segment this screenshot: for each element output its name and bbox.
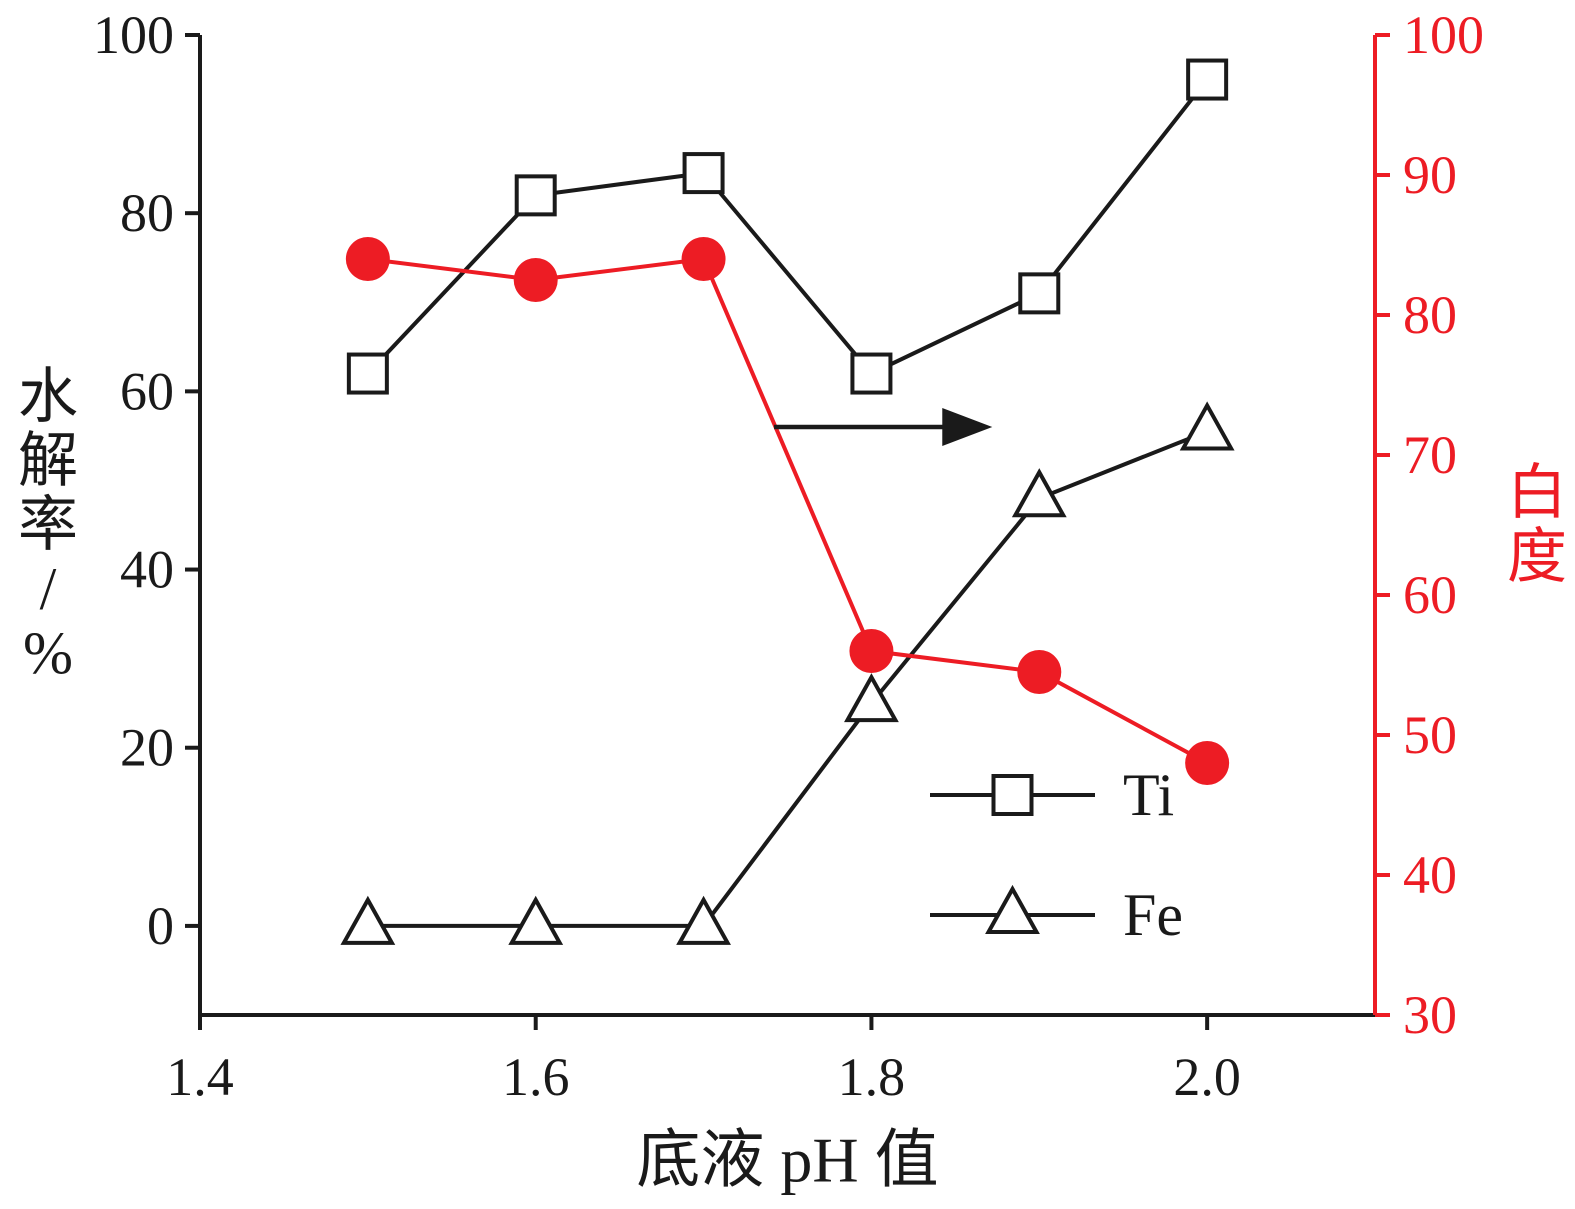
marker-白度 — [345, 237, 390, 281]
series-line-Fe — [367, 429, 1208, 928]
right-axis-arrowhead — [942, 408, 993, 446]
right-y-tick-label: 40 — [1403, 845, 1457, 905]
marker-白度 — [513, 258, 558, 302]
x-tick-label: 1.4 — [166, 1047, 234, 1107]
legend-label-Fe: Fe — [1123, 882, 1183, 948]
x-tick-label: 2.0 — [1173, 1047, 1241, 1107]
marker-白度 — [681, 237, 726, 281]
right-y-tick-label: 100 — [1403, 5, 1484, 65]
right-y-tick-label: 50 — [1403, 705, 1457, 765]
marker-Ti — [346, 352, 389, 395]
left-y-tick-label: 80 — [120, 183, 174, 243]
legend-marker-Ti — [991, 774, 1034, 816]
legend-marker-Fe — [985, 884, 1040, 934]
marker-Ti — [514, 174, 557, 217]
left-y-tick-label: 100 — [93, 5, 174, 65]
series-line-白度 — [367, 256, 1209, 765]
legend-label-Ti: Ti — [1123, 762, 1174, 828]
left-y-tick-label: 20 — [120, 718, 174, 778]
right-y-tick-label: 80 — [1403, 285, 1457, 345]
marker-Ti — [682, 152, 725, 195]
marker-Fe — [340, 895, 396, 945]
marker-Ti — [1186, 58, 1229, 101]
left-y-axis-title: 解 — [18, 428, 78, 494]
left-y-axis-title: 率 — [18, 492, 78, 558]
x-tick-label: 1.8 — [838, 1047, 906, 1107]
marker-Fe — [1011, 468, 1067, 518]
series-line-Ti — [366, 78, 1209, 377]
left-y-tick-label: 0 — [147, 896, 174, 956]
left-y-tick-label: 60 — [120, 361, 174, 421]
marker-白度 — [849, 629, 894, 673]
x-axis-title: 底液 pH 值 — [636, 1125, 938, 1196]
left-y-axis-title: % — [23, 620, 73, 686]
right-y-tick-label: 70 — [1403, 425, 1457, 485]
right-y-axis-title: 度 — [1507, 524, 1567, 590]
marker-白度 — [1017, 650, 1062, 694]
x-tick-label: 1.6 — [502, 1047, 570, 1107]
right-y-tick-label: 60 — [1403, 565, 1457, 625]
marker-Fe — [676, 895, 731, 945]
marker-白度 — [1185, 741, 1230, 785]
right-y-tick-label: 90 — [1403, 145, 1457, 205]
marker-Ti — [1018, 272, 1061, 315]
marker-Fe — [844, 673, 899, 723]
marker-Ti — [850, 352, 893, 395]
left-y-tick-label: 40 — [120, 540, 174, 600]
right-y-axis-title: 白 — [1507, 460, 1567, 526]
left-y-axis-title: 水 — [18, 364, 78, 430]
right-y-tick-label: 30 — [1403, 985, 1457, 1045]
left-y-axis-title: / — [40, 556, 57, 622]
marker-Fe — [508, 895, 564, 945]
marker-Fe — [1179, 401, 1235, 451]
